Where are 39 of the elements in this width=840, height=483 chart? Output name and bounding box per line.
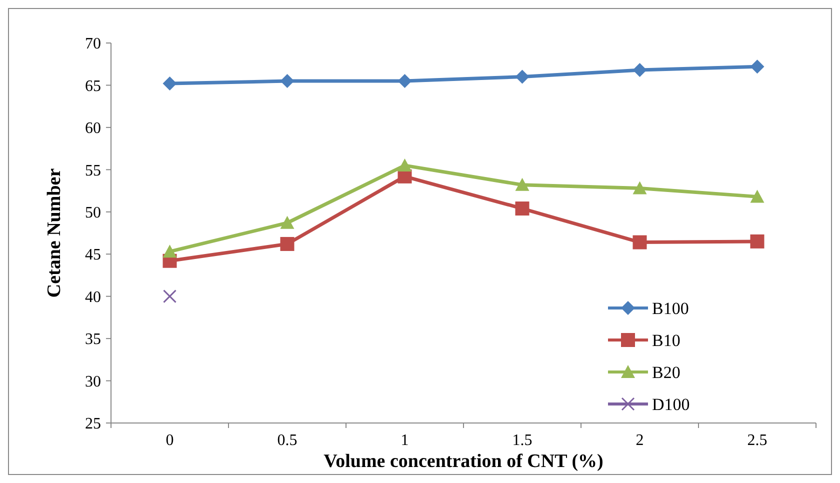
y-tick-label: 25 [85, 416, 101, 433]
point [163, 290, 176, 304]
x-tick-label: 0.5 [277, 432, 298, 449]
point [632, 181, 647, 194]
y-axis-title: Cetane Number [44, 168, 65, 298]
y-tick-label: 45 [85, 246, 101, 264]
point [162, 76, 177, 91]
y-tick-label: 35 [85, 331, 101, 348]
point [280, 216, 294, 229]
y-tick-label: 55 [85, 162, 101, 180]
x-tick-label: 2 [636, 432, 644, 449]
point [750, 234, 764, 248]
y-tick-label: 60 [85, 120, 101, 138]
x-tick-label: 1 [400, 432, 409, 449]
point [398, 158, 412, 172]
legend-label: B100 [652, 298, 689, 318]
point [632, 235, 647, 250]
legend-label: D100 [652, 394, 690, 414]
point [280, 236, 294, 251]
legend-label: B10 [652, 330, 680, 350]
point [280, 74, 294, 88]
y-tick-label: 65 [85, 78, 101, 95]
y-tick-label: 30 [85, 373, 101, 390]
x-tick-label: 0 [166, 432, 174, 449]
point [398, 74, 412, 88]
point [750, 190, 764, 203]
y-tick-label: 40 [85, 288, 101, 306]
legend-label: B20 [652, 362, 680, 382]
point [750, 60, 764, 74]
x-axis-title: Volume concentration of CNT (%) [324, 451, 604, 472]
point [632, 63, 647, 78]
point [162, 244, 177, 258]
point [515, 202, 530, 216]
y-tick-label: 50 [85, 204, 101, 222]
x-tick-label: 2.5 [747, 432, 768, 449]
point [515, 178, 530, 191]
y-tick-label: 70 [85, 36, 101, 53]
point [515, 70, 530, 84]
x-tick-label: 1.5 [512, 432, 532, 449]
